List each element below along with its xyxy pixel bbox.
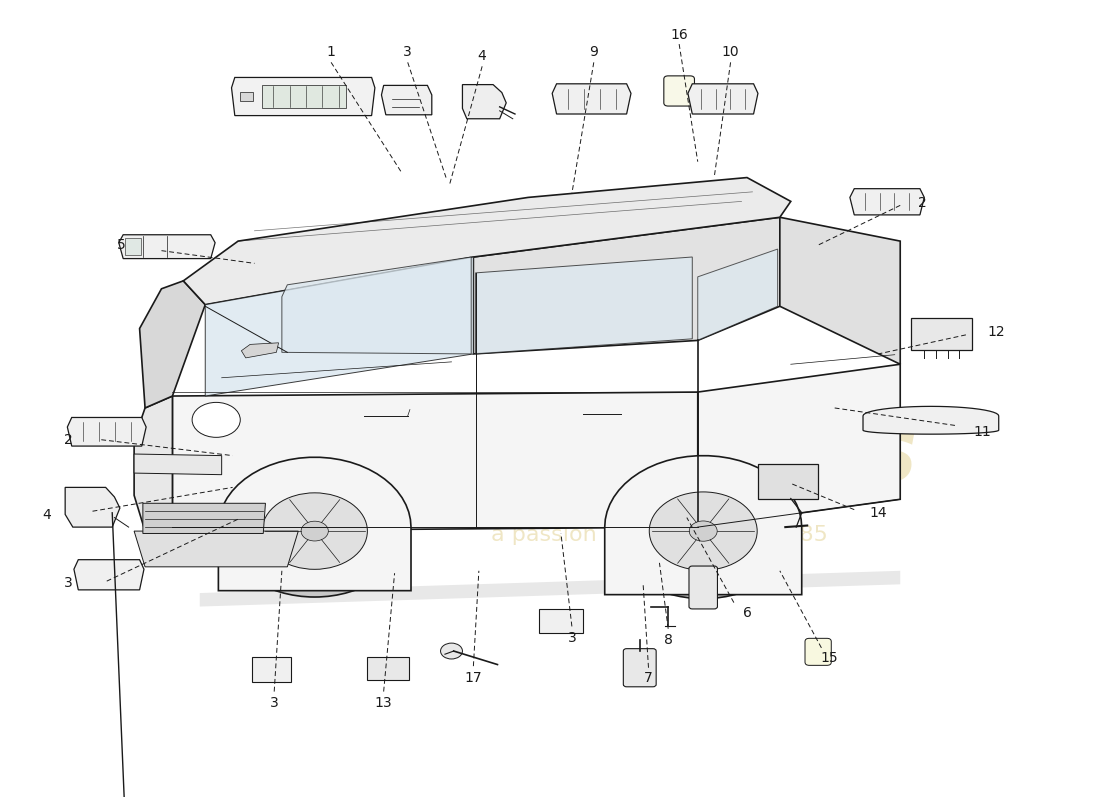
Polygon shape — [697, 364, 900, 527]
Polygon shape — [282, 257, 471, 354]
Polygon shape — [65, 487, 120, 527]
Text: euroParts: euroParts — [400, 410, 918, 502]
Polygon shape — [240, 92, 253, 102]
Circle shape — [690, 521, 717, 542]
FancyBboxPatch shape — [252, 657, 290, 682]
Polygon shape — [134, 531, 298, 567]
Text: 12: 12 — [988, 326, 1005, 339]
Text: 13: 13 — [375, 697, 393, 710]
Polygon shape — [74, 560, 144, 590]
Text: 3: 3 — [270, 697, 278, 710]
Polygon shape — [605, 456, 802, 594]
Polygon shape — [850, 189, 924, 215]
Polygon shape — [697, 249, 778, 341]
Polygon shape — [200, 571, 900, 606]
FancyBboxPatch shape — [624, 649, 657, 686]
Polygon shape — [552, 84, 631, 114]
FancyBboxPatch shape — [805, 638, 832, 666]
FancyBboxPatch shape — [689, 566, 717, 609]
Text: 7: 7 — [645, 671, 653, 685]
FancyBboxPatch shape — [539, 609, 583, 633]
Polygon shape — [780, 218, 900, 364]
Polygon shape — [262, 86, 346, 108]
Circle shape — [301, 521, 328, 541]
Polygon shape — [231, 78, 375, 115]
Polygon shape — [134, 454, 222, 474]
Polygon shape — [864, 406, 999, 434]
Polygon shape — [184, 178, 791, 305]
Text: a passion for parts since 1985: a passion for parts since 1985 — [491, 525, 828, 545]
Text: 3: 3 — [64, 576, 73, 590]
Polygon shape — [140, 281, 206, 408]
FancyBboxPatch shape — [367, 657, 409, 681]
Text: 2: 2 — [64, 433, 73, 446]
Text: 11: 11 — [974, 425, 991, 438]
Text: 8: 8 — [663, 633, 672, 647]
Polygon shape — [119, 234, 216, 258]
Text: 3: 3 — [404, 45, 412, 59]
Text: 4: 4 — [477, 49, 486, 63]
Polygon shape — [241, 342, 278, 358]
Circle shape — [192, 402, 240, 438]
Text: 5: 5 — [117, 238, 125, 252]
Circle shape — [610, 463, 796, 598]
Polygon shape — [473, 218, 780, 354]
FancyBboxPatch shape — [663, 76, 694, 106]
Text: 16: 16 — [670, 27, 688, 42]
Polygon shape — [125, 238, 141, 255]
Text: 2: 2 — [917, 196, 926, 210]
Circle shape — [224, 465, 406, 597]
FancyBboxPatch shape — [911, 318, 972, 350]
Polygon shape — [219, 458, 411, 590]
Circle shape — [262, 493, 367, 570]
Text: 6: 6 — [742, 606, 751, 620]
Polygon shape — [475, 257, 692, 354]
Text: 9: 9 — [590, 45, 598, 59]
Text: 10: 10 — [722, 45, 739, 59]
Polygon shape — [67, 418, 146, 446]
Text: 14: 14 — [869, 506, 887, 520]
Text: 4: 4 — [42, 508, 51, 522]
Circle shape — [649, 492, 757, 570]
Polygon shape — [688, 84, 758, 114]
Text: 1: 1 — [327, 45, 336, 59]
Polygon shape — [462, 85, 506, 118]
Text: 17: 17 — [464, 671, 482, 685]
Circle shape — [441, 643, 462, 659]
Polygon shape — [173, 392, 697, 531]
Polygon shape — [143, 503, 265, 534]
FancyBboxPatch shape — [758, 463, 818, 498]
Polygon shape — [134, 396, 173, 531]
Polygon shape — [382, 86, 432, 114]
Polygon shape — [206, 257, 473, 396]
Text: 15: 15 — [821, 651, 838, 665]
Text: 3: 3 — [568, 631, 576, 646]
